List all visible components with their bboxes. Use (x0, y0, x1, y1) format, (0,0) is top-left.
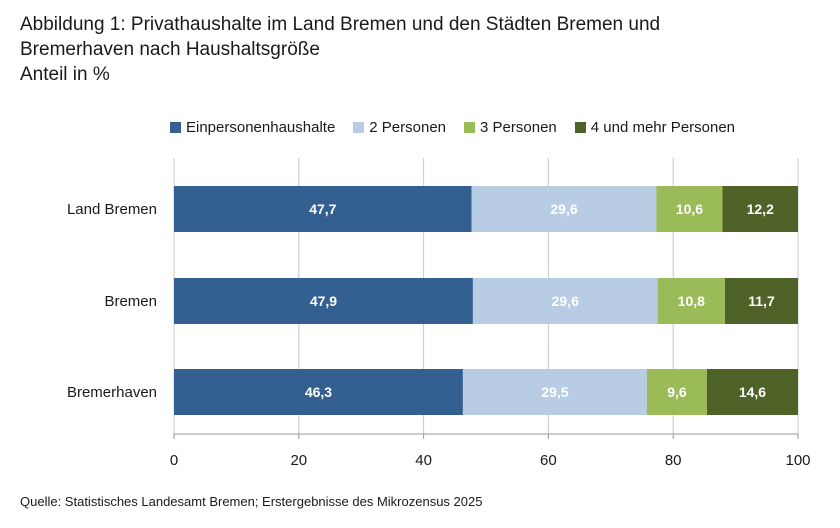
bar-segment-3-2 (462, 369, 647, 415)
legend-item-4: 4 und mehr Personen (574, 118, 736, 136)
x-tick-label-0: 0 (170, 452, 178, 469)
category-label-2: Bremen (104, 293, 157, 310)
bar-segment-3-4 (706, 369, 798, 415)
legend-swatch (464, 121, 476, 133)
legend-label: 3 Personen (480, 118, 557, 136)
data-label-3-1: 46,3 (305, 384, 332, 400)
bar-segment-1-4 (722, 186, 798, 232)
category-label-3: Bremerhaven (67, 384, 157, 401)
legend-item-3: 3 Personen (464, 119, 557, 136)
legend-label: Einpersonenhaushalte (186, 118, 336, 136)
x-tick-label-40: 40 (415, 452, 432, 469)
bar-segment-2-4 (724, 278, 798, 324)
x-tick-label-80: 80 (665, 452, 682, 469)
data-label-2-3: 10,8 (678, 293, 705, 309)
data-label-3-3: 9,6 (667, 384, 687, 400)
bar-segment-2-1 (174, 278, 473, 324)
x-tick-label-20: 20 (290, 452, 307, 469)
chart-title: Abbildung 1: Privathaushalte im Land Bre… (20, 12, 660, 87)
data-label-1-3: 10,6 (676, 201, 703, 217)
legend-label: 4 und mehr Personen (590, 118, 736, 136)
source-note: Quelle: Statistisches Landesamt Bremen; … (20, 494, 483, 509)
x-tick-label-60: 60 (540, 452, 557, 469)
legend-swatch (353, 121, 365, 133)
legend-swatch (574, 121, 586, 133)
chart-title-line-1: Abbildung 1: Privathaushalte im Land Bre… (20, 14, 661, 35)
bar-segment-2-2 (472, 278, 658, 324)
data-label-1-1: 47,7 (309, 201, 336, 217)
data-label-2-1: 47,9 (310, 293, 337, 309)
data-label-3-2: 29,5 (541, 384, 568, 400)
chart-legend: Einpersonenhaushalte 2 Personen 3 Personen… (170, 116, 753, 138)
data-label-2-2: 29,6 (552, 293, 579, 309)
data-label-1-4: 12,2 (747, 201, 774, 217)
bar-segment-3-1 (174, 369, 463, 415)
legend-swatch (170, 121, 181, 133)
bar-segment-1-2 (471, 186, 657, 232)
bar-segment-2-3 (657, 278, 725, 324)
legend-item-1: Einpersonenhaushalte (170, 119, 335, 136)
x-tick-label-100: 100 (785, 452, 810, 469)
bar-segment-3-3 (646, 369, 707, 415)
data-label-3-4: 14,6 (739, 384, 766, 400)
legend-item-2: 2 Personen (353, 119, 446, 136)
bar-segment-1-1 (174, 186, 472, 232)
legend-label: 2 Personen (369, 118, 447, 136)
category-label-1: Land Bremen (67, 201, 157, 218)
bar-segment-1-3 (656, 186, 723, 232)
chart-title-line-2: Bremerhaven nach Haushaltsgröße (20, 39, 320, 60)
chart-subtitle: Anteil in % (20, 64, 110, 85)
data-label-1-2: 29,6 (550, 201, 577, 217)
data-label-2-4: 11,7 (748, 293, 775, 309)
